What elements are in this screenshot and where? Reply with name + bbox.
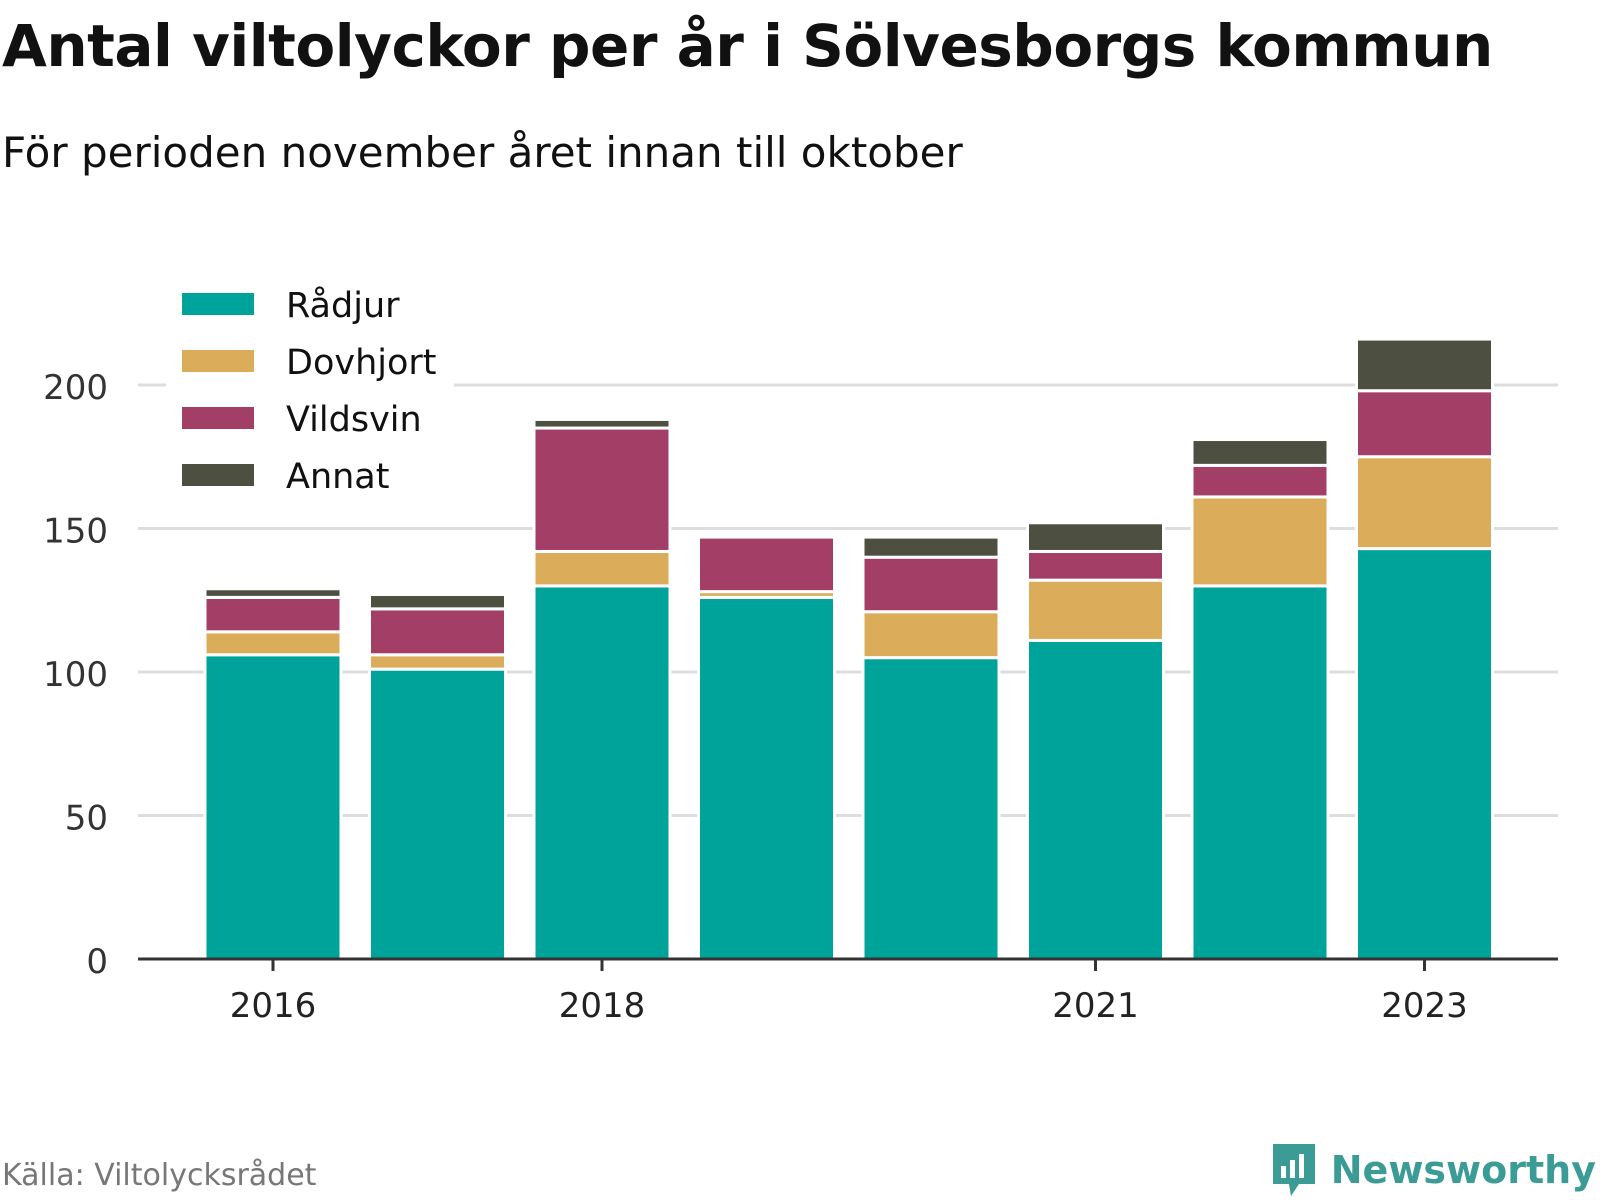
chart-title: Antal viltolyckor per år i Sölvesborgs k…	[2, 12, 1493, 80]
bar-segment-2016-vildsvin	[203, 595, 343, 634]
legend-label-vildsvin: Vildsvin	[286, 400, 422, 440]
bar-segment-2021-vildsvin	[1026, 549, 1165, 582]
bar-segment-2016-rådjur	[203, 653, 343, 961]
legend-swatch-annat	[182, 464, 254, 486]
bar-segment-2023-rådjur	[1355, 547, 1494, 961]
brand-logo: Newsworthy	[1269, 1140, 1596, 1200]
bar-segment-2018-dovhjort	[532, 549, 672, 588]
y-tick-label-50: 50	[65, 799, 108, 839]
y-tick-label-0: 0	[86, 942, 108, 982]
bar-segment-2018-vildsvin	[532, 426, 672, 553]
bar-segment-2023-dovhjort	[1355, 455, 1494, 551]
legend-label-rådjur: Rådjur	[286, 285, 400, 326]
bar-segment-2021-annat	[1026, 521, 1165, 553]
bar-segment-2021-rådjur	[1026, 638, 1165, 961]
bar-segment-2023-vildsvin	[1355, 389, 1494, 459]
legend-label-dovhjort: Dovhjort	[286, 343, 437, 383]
bar-segment-2020-rådjur	[861, 656, 1001, 961]
source-note: Källa: Viltolycksrådet	[2, 1158, 317, 1193]
newsworthy-logo-icon	[1272, 1144, 1315, 1196]
bar-segment-2017-vildsvin	[368, 607, 507, 657]
bar-segment-2020-vildsvin	[861, 555, 1001, 614]
bar-segment-2020-annat	[861, 535, 1001, 559]
chart-subtitle: För perioden november året innan till ok…	[2, 128, 963, 177]
brand-name: Newsworthy	[1330, 1148, 1596, 1192]
x-tick-label-2018: 2018	[559, 986, 646, 1026]
bar-segment-2017-annat	[368, 593, 507, 611]
legend-swatch-rådjur	[182, 293, 254, 315]
legend-swatch-vildsvin	[182, 407, 254, 429]
bar-segment-2019-vildsvin	[697, 535, 836, 594]
bar-segment-2022-dovhjort	[1190, 495, 1330, 588]
bar-segment-2020-dovhjort	[861, 610, 1001, 660]
bar-segment-2018-annat	[532, 417, 672, 430]
bar-segment-2017-rådjur	[368, 667, 507, 961]
bar-segment-2023-annat	[1355, 337, 1494, 393]
bar-segment-2022-annat	[1190, 438, 1330, 467]
bar-segment-2022-vildsvin	[1190, 463, 1330, 499]
y-tick-label-100: 100	[43, 655, 108, 695]
x-tick-label-2021: 2021	[1052, 986, 1139, 1026]
legend-swatch-dovhjort	[182, 350, 254, 372]
x-tick-label-2023: 2023	[1381, 986, 1468, 1026]
bar-segment-2018-rådjur	[532, 584, 672, 961]
bar-segment-2016-dovhjort	[203, 630, 343, 657]
bar-segment-2019-rådjur	[697, 595, 836, 961]
legend-label-annat: Annat	[286, 457, 389, 497]
bar-segment-2021-dovhjort	[1026, 578, 1165, 642]
y-tick-label-200: 200	[43, 368, 108, 408]
bar-segment-2017-dovhjort	[368, 653, 507, 671]
bar-segment-2016-annat	[203, 587, 343, 599]
y-tick-label-150: 150	[43, 512, 108, 552]
bar-segment-2022-rådjur	[1190, 584, 1330, 961]
x-tick-label-2016: 2016	[230, 986, 317, 1026]
